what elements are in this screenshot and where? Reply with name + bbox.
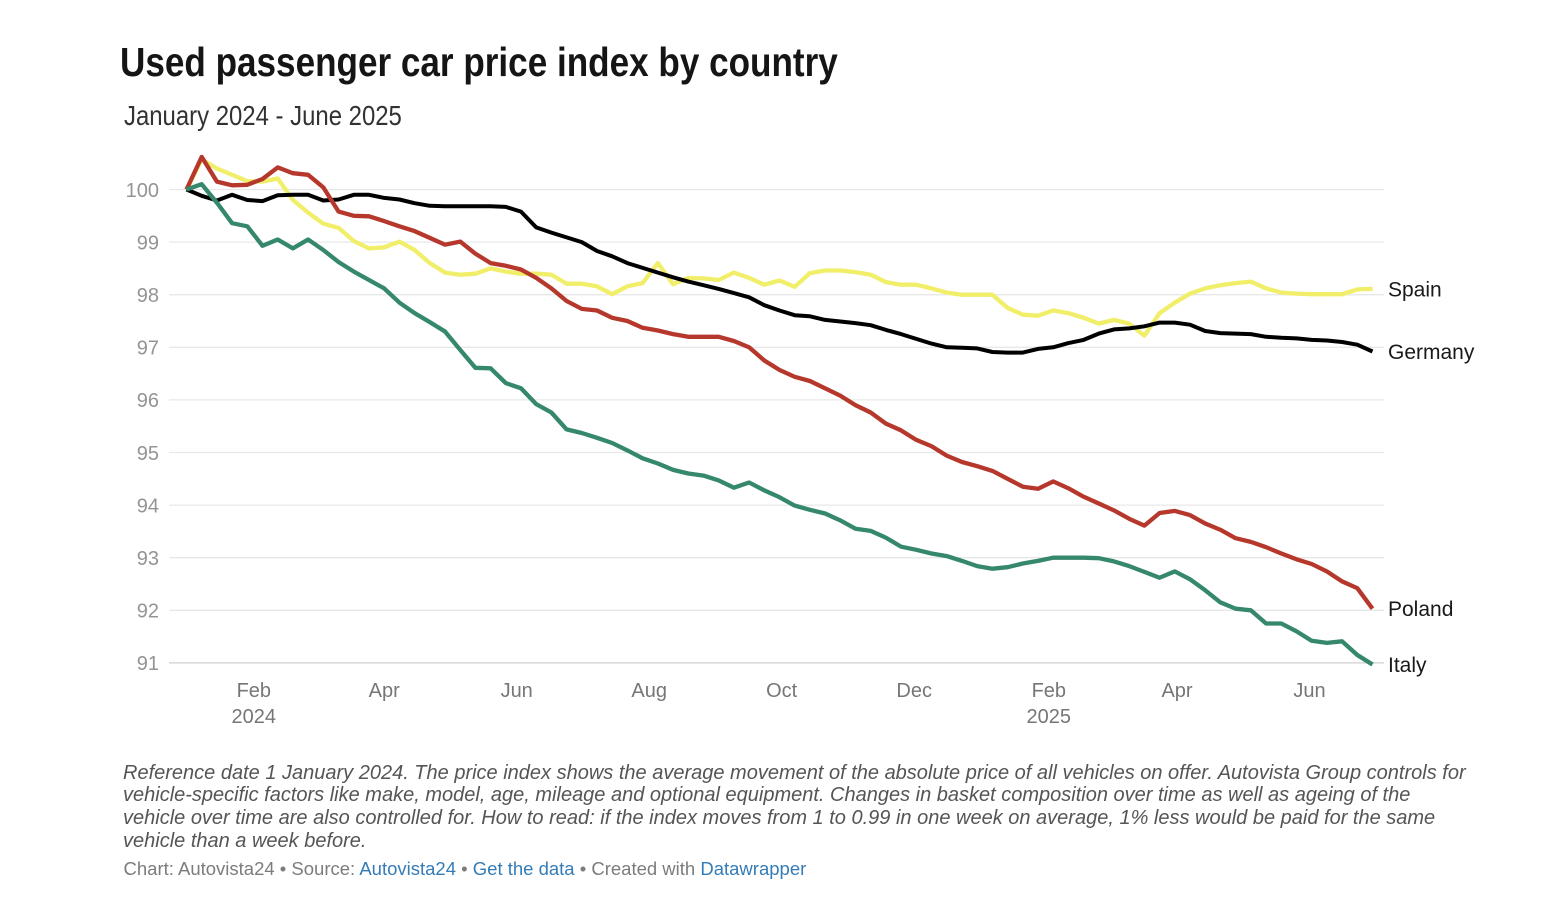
svg-text:93: 93 — [137, 548, 159, 570]
svg-text:Feb: Feb — [1032, 680, 1066, 702]
svg-text:97: 97 — [137, 338, 159, 360]
svg-text:100: 100 — [126, 180, 159, 202]
svg-text:Poland: Poland — [1388, 598, 1453, 621]
svg-text:2025: 2025 — [1027, 706, 1072, 728]
svg-text:Apr: Apr — [1161, 680, 1192, 702]
svg-text:98: 98 — [137, 285, 159, 307]
svg-text:94: 94 — [137, 495, 159, 517]
svg-text:95: 95 — [137, 443, 159, 465]
svg-text:Jun: Jun — [1293, 680, 1325, 702]
svg-text:Spain: Spain — [1388, 278, 1442, 301]
svg-text:Feb: Feb — [237, 680, 271, 702]
svg-text:Jun: Jun — [501, 680, 533, 702]
svg-text:Aug: Aug — [631, 680, 667, 702]
svg-text:Germany: Germany — [1388, 341, 1475, 364]
svg-text:96: 96 — [137, 390, 159, 412]
svg-text:Oct: Oct — [766, 680, 798, 702]
svg-text:Dec: Dec — [896, 680, 932, 702]
svg-text:99: 99 — [137, 232, 159, 254]
svg-text:Italy: Italy — [1388, 654, 1427, 677]
svg-text:Apr: Apr — [369, 680, 400, 702]
svg-text:91: 91 — [137, 653, 159, 675]
svg-text:92: 92 — [137, 601, 159, 623]
svg-text:2024: 2024 — [232, 706, 277, 728]
